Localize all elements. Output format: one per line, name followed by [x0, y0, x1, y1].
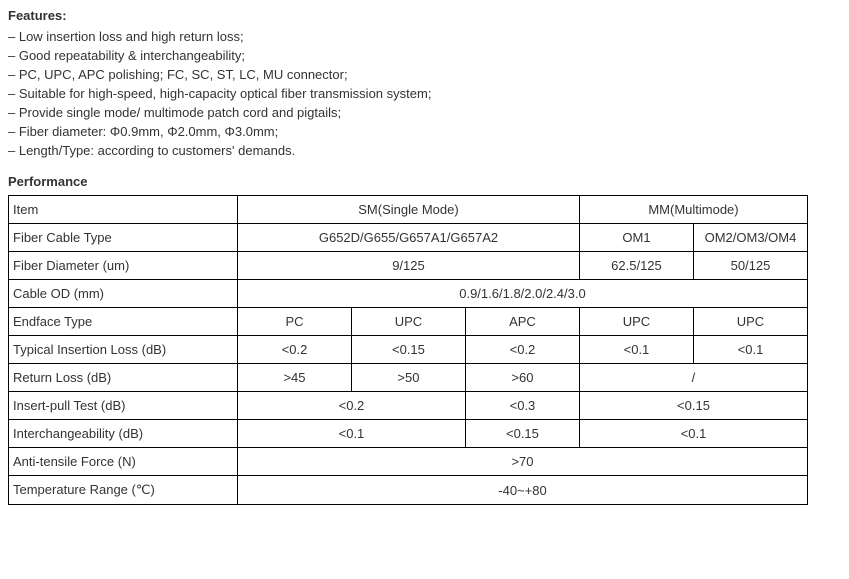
cell-value: G652D/G655/G657A1/G657A2 — [237, 224, 579, 252]
cell-label: Endface Type — [9, 308, 238, 336]
cell-label: Fiber Cable Type — [9, 224, 238, 252]
cell-value: PC — [237, 308, 351, 336]
table-row: Interchangeability (dB) <0.1 <0.15 <0.1 — [9, 420, 808, 448]
cell-value: >70 — [237, 448, 807, 476]
cell-value: <0.1 — [579, 420, 807, 448]
feature-item: – Provide single mode/ multimode patch c… — [8, 105, 841, 120]
table-row: Cable OD (mm) 0.9/1.6/1.8/2.0/2.4/3.0 — [9, 280, 808, 308]
cell-value: <0.15 — [465, 420, 579, 448]
features-title: Features: — [8, 8, 841, 23]
cell-value: >50 — [351, 364, 465, 392]
cell-label: Interchangeability (dB) — [9, 420, 238, 448]
table-row: Typical Insertion Loss (dB) <0.2 <0.15 <… — [9, 336, 808, 364]
feature-item: – Length/Type: according to customers' d… — [8, 143, 841, 158]
cell-value: 9/125 — [237, 252, 579, 280]
table-row: Anti-tensile Force (N) >70 — [9, 448, 808, 476]
table-row: Temperature Range (℃) -40~+80 — [9, 476, 808, 505]
cell-value: <0.1 — [693, 336, 807, 364]
cell-value: <0.1 — [579, 336, 693, 364]
features-list: – Low insertion loss and high return los… — [8, 29, 841, 158]
cell-value: APC — [465, 308, 579, 336]
cell-value: <0.2 — [465, 336, 579, 364]
feature-item: – Fiber diameter: Φ0.9mm, Φ2.0mm, Φ3.0mm… — [8, 124, 841, 139]
cell-value: <0.2 — [237, 392, 465, 420]
feature-item: – Good repeatability & interchangeabilit… — [8, 48, 841, 63]
cell-value: UPC — [351, 308, 465, 336]
cell-value: >45 — [237, 364, 351, 392]
cell-label: Fiber Diameter (um) — [9, 252, 238, 280]
cell-value: <0.2 — [237, 336, 351, 364]
cell-item-header: Item — [9, 196, 238, 224]
table-row: Insert-pull Test (dB) <0.2 <0.3 <0.15 — [9, 392, 808, 420]
performance-title: Performance — [8, 174, 841, 189]
cell-value: 50/125 — [693, 252, 807, 280]
performance-table: Item SM(Single Mode) MM(Multimode) Fiber… — [8, 195, 808, 505]
table-row: Fiber Cable Type G652D/G655/G657A1/G657A… — [9, 224, 808, 252]
table-row: Fiber Diameter (um) 9/125 62.5/125 50/12… — [9, 252, 808, 280]
cell-value: UPC — [693, 308, 807, 336]
feature-item: – PC, UPC, APC polishing; FC, SC, ST, LC… — [8, 67, 841, 82]
cell-value: >60 — [465, 364, 579, 392]
cell-label: Temperature Range (℃) — [9, 476, 238, 505]
cell-label: Typical Insertion Loss (dB) — [9, 336, 238, 364]
feature-item: – Low insertion loss and high return los… — [8, 29, 841, 44]
table-row: Endface Type PC UPC APC UPC UPC — [9, 308, 808, 336]
cell-mm-header: MM(Multimode) — [579, 196, 807, 224]
cell-value: UPC — [579, 308, 693, 336]
cell-label: Cable OD (mm) — [9, 280, 238, 308]
cell-value: <0.15 — [351, 336, 465, 364]
cell-value: <0.1 — [237, 420, 465, 448]
table-row: Item SM(Single Mode) MM(Multimode) — [9, 196, 808, 224]
cell-sm-header: SM(Single Mode) — [237, 196, 579, 224]
cell-value: / — [579, 364, 807, 392]
cell-value: OM1 — [579, 224, 693, 252]
cell-value: <0.15 — [579, 392, 807, 420]
cell-value: <0.3 — [465, 392, 579, 420]
cell-label: Return Loss (dB) — [9, 364, 238, 392]
feature-item: – Suitable for high-speed, high-capacity… — [8, 86, 841, 101]
cell-value: 0.9/1.6/1.8/2.0/2.4/3.0 — [237, 280, 807, 308]
table-row: Return Loss (dB) >45 >50 >60 / — [9, 364, 808, 392]
cell-value: 62.5/125 — [579, 252, 693, 280]
cell-value: -40~+80 — [237, 476, 807, 505]
cell-value: OM2/OM3/OM4 — [693, 224, 807, 252]
cell-label: Anti-tensile Force (N) — [9, 448, 238, 476]
cell-label: Insert-pull Test (dB) — [9, 392, 238, 420]
